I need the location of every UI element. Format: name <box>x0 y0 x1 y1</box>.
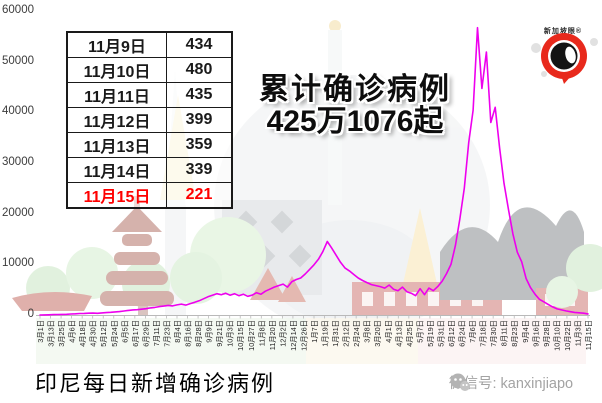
x-tick-label: 10月10日 <box>552 320 561 351</box>
x-tick-label: 4月6日 <box>68 320 77 343</box>
table-cell-value: 399 <box>166 107 233 133</box>
table-cell-date: 11月9日 <box>66 31 167 58</box>
table-cell-value: 480 <box>166 57 233 83</box>
x-tick-label: 5月12日 <box>99 320 108 347</box>
x-tick-label: 12月14日 <box>289 320 298 351</box>
chart-caption: 印尼每日新增确诊病例 <box>35 371 276 396</box>
x-tick-label: 11月15日 <box>584 320 593 350</box>
x-tick-label: 11月20日 <box>268 320 277 350</box>
table-cell-date: 11月10日 <box>66 57 167 83</box>
table-cell-date: 11月14日 <box>66 157 167 183</box>
recent-days-table: 11月9日 434 11月10日 480 11月11日 435 11月12日 399 11月13… <box>66 31 233 209</box>
table-cell-date: 11月11日 <box>66 82 167 108</box>
x-tick-label: 11月8日 <box>257 320 266 346</box>
cumulative-cases-annotation: 累计确诊病例 425万1076起 <box>233 73 477 139</box>
x-tick-label: 8月23日 <box>510 320 519 347</box>
x-tick-label: 12月26日 <box>299 320 308 351</box>
x-tick-label: 7月23日 <box>162 320 171 347</box>
x-tick-label: 7月6日 <box>468 320 477 343</box>
x-tick-label: 4月13日 <box>394 320 403 347</box>
x-tick-label: 6月29日 <box>141 320 150 347</box>
x-tick-label: 4月25日 <box>405 320 414 347</box>
x-tick-label: 6月12日 <box>447 320 456 347</box>
x-tick-label: 8月11日 <box>500 320 509 346</box>
x-tick-label: 10月15日 <box>236 320 245 351</box>
x-tick-label: 8月16日 <box>184 320 193 347</box>
x-tick-label: 3月13日 <box>47 320 56 347</box>
x-tick-label: 4月30日 <box>89 320 98 347</box>
table-cell-date: 11月15日 <box>66 182 167 209</box>
table-cell-date: 11月12日 <box>66 107 167 133</box>
x-tick-label: 4月1日 <box>384 320 393 343</box>
wechat-icon <box>450 373 470 391</box>
table-row: 11月14日 339 <box>66 157 233 183</box>
x-tick-label: 10月3日 <box>226 320 235 347</box>
x-tick-label: 5月19日 <box>426 320 435 347</box>
watermark-label: 微信号: kanxinjiapo <box>449 376 574 392</box>
x-tick-label: 9月16日 <box>531 320 540 347</box>
x-tick-label: 1月19日 <box>321 320 330 347</box>
x-tick-label: 8月4日 <box>173 320 182 343</box>
table-row: 11月15日 221 <box>66 182 233 209</box>
x-tick-label: 7月11日 <box>152 320 161 346</box>
x-tick-label: 11月3日 <box>573 320 582 346</box>
table-row: 11月10日 480 <box>66 57 233 83</box>
singapore-eye-logo: 新加坡眼® <box>524 8 602 92</box>
x-tick-label: 4月18日 <box>78 320 87 347</box>
x-tick-label: 9月9日 <box>205 320 214 343</box>
table-row: 11月13日 359 <box>66 132 233 158</box>
x-tick-label: 3月8日 <box>363 320 372 343</box>
x-tick-label: 1月31日 <box>331 320 340 347</box>
x-tick-label: 10月27日 <box>247 320 256 351</box>
y-tick-label: 30000 <box>2 156 34 168</box>
x-tick-label: 9月28日 <box>542 320 551 347</box>
x-tick-label: 7月30日 <box>489 320 498 347</box>
x-tick-label: 6月17日 <box>131 320 140 347</box>
x-tick-label: 2月12日 <box>342 320 351 347</box>
x-tick-label: 10月22日 <box>563 320 572 351</box>
x-tick-label: 5月7日 <box>415 320 424 343</box>
watermark: 微信号: kanxinjiapo <box>449 372 573 393</box>
x-tick-label: 3月25日 <box>57 320 66 347</box>
x-tick-label: 6月24日 <box>458 320 467 347</box>
table-row: 11月11日 435 <box>66 82 233 108</box>
x-tick-label: 9月4日 <box>521 320 530 343</box>
table-cell-value: 359 <box>166 132 233 158</box>
table-cell-value: 435 <box>166 82 233 108</box>
annotation-line2: 425万1076起 <box>266 105 444 139</box>
x-tick-label: 5月24日 <box>110 320 119 347</box>
x-tick-label: 12月2日 <box>278 320 287 347</box>
x-tick-label: 7月18日 <box>479 320 488 347</box>
table-cell-value: 434 <box>166 31 233 58</box>
x-tick-label: 1月7日 <box>310 320 319 343</box>
y-tick-label: 10000 <box>2 257 34 270</box>
y-tick-label: 60000 <box>2 4 34 16</box>
table-row: 11月12日 399 <box>66 107 233 133</box>
annotation-line1: 累计确诊病例 <box>259 73 451 106</box>
table-cell-value: 339 <box>166 157 233 183</box>
x-tick-label: 3月1日 <box>36 320 45 343</box>
y-tick-label: 50000 <box>2 54 34 67</box>
x-tick-label: 2月24日 <box>352 320 361 347</box>
x-tick-label: 6月5日 <box>120 320 129 343</box>
x-tick-label: 8月28日 <box>194 320 203 347</box>
y-tick-label: 20000 <box>2 206 34 219</box>
y-tick-label: 0 <box>27 308 34 320</box>
x-tick-label: 3月20日 <box>373 320 382 347</box>
table-cell-date: 11月13日 <box>66 132 167 158</box>
table-row: 11月9日 434 <box>66 31 233 58</box>
y-tick-label: 40000 <box>2 105 34 118</box>
x-tick-label: 9月21日 <box>215 320 224 347</box>
logo-eye-icon <box>531 33 598 84</box>
table-cell-value: 221 <box>166 182 233 209</box>
x-tick-label: 5月31日 <box>436 320 445 347</box>
